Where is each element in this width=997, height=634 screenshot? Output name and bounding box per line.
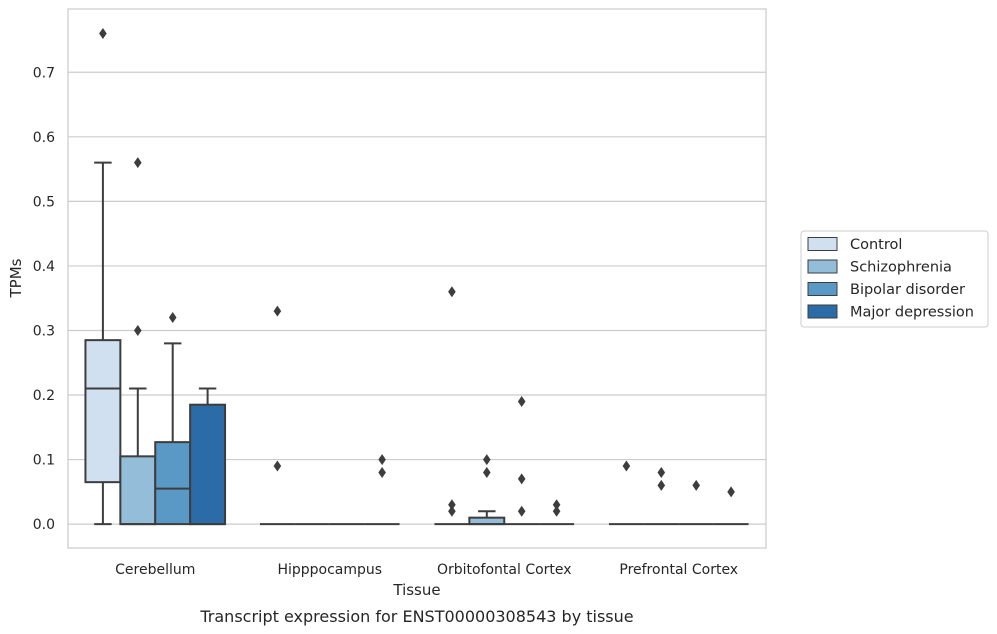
legend-swatch xyxy=(807,304,838,319)
legend: Control Schizophrenia Bipolar disorder Majo… xyxy=(800,230,989,328)
plot-frame xyxy=(67,8,767,549)
legend-swatch xyxy=(807,259,838,274)
box-bipolar-disorder xyxy=(678,479,714,526)
outlier-point xyxy=(378,454,386,466)
box-iqr xyxy=(189,403,227,526)
y-tick-label: 0.0 xyxy=(33,517,55,533)
box-iqr xyxy=(84,339,122,484)
box-iqr xyxy=(154,441,192,526)
outlier-point xyxy=(552,505,561,517)
outlier-point xyxy=(517,473,526,485)
outlier-point xyxy=(552,499,561,511)
y-tick-label: 0.7 xyxy=(33,65,55,81)
box-major-depression xyxy=(364,454,400,526)
box-control xyxy=(608,460,644,526)
outlier-point xyxy=(134,324,142,336)
box-schizophrenia xyxy=(119,157,157,526)
outlier-point xyxy=(622,460,631,472)
box-schizophrenia xyxy=(643,466,679,526)
box-control xyxy=(259,305,295,526)
outlier-point xyxy=(448,499,456,511)
y-tick-label: 0.2 xyxy=(33,388,55,404)
boxes xyxy=(84,28,749,526)
outlier-point xyxy=(657,479,666,491)
legend-label: Schizophrenia xyxy=(850,260,952,276)
outlier-point xyxy=(99,28,107,40)
y-tick-label: 0.1 xyxy=(33,453,55,469)
box-major-depression xyxy=(189,387,227,526)
x-tick-label: Cerebellum xyxy=(115,562,195,578)
outlier-point xyxy=(273,460,282,472)
outlier-point xyxy=(657,466,666,478)
x-axis-label: Tissue xyxy=(392,581,440,599)
box-bipolar-disorder xyxy=(504,395,540,526)
outlier-point xyxy=(448,505,456,517)
x-tick-labels: Cerebellum Hipppocampus Orbitofontal Corte… xyxy=(115,562,738,578)
legend-label: Major depression xyxy=(850,305,974,321)
box-control xyxy=(84,28,122,526)
outlier-point xyxy=(168,312,177,324)
y-tick-labels: 0.0 0.1 0.2 0.3 0.4 0.5 0.6 0.7 xyxy=(33,65,55,533)
box-major-depression xyxy=(539,499,575,526)
chart-caption: Transcript expression for ENST0000030854… xyxy=(199,607,633,626)
x-tick-label: Hipppocampus xyxy=(277,562,382,578)
legend-label: Control xyxy=(850,237,902,253)
box-major-depression xyxy=(713,486,749,526)
outlier-point xyxy=(483,454,491,466)
y-tick-label: 0.5 xyxy=(33,194,55,210)
box-iqr xyxy=(119,455,157,526)
legend-frame xyxy=(800,230,989,328)
outlier-point xyxy=(448,286,456,298)
legend-swatch xyxy=(807,237,838,251)
legend-label: Bipolar disorder xyxy=(850,282,965,298)
outlier-point xyxy=(727,486,735,498)
outlier-point xyxy=(517,505,526,517)
y-tick-label: 0.3 xyxy=(33,323,55,339)
outlier-point xyxy=(134,157,142,169)
y-tick-label: 0.6 xyxy=(33,130,55,146)
box-control xyxy=(434,286,470,526)
outlier-point xyxy=(517,395,526,407)
y-axis-label: TPMs xyxy=(7,258,25,298)
legend-swatch xyxy=(807,282,838,296)
box-bipolar-disorder xyxy=(154,312,192,526)
outlier-point xyxy=(483,466,491,478)
outlier-point xyxy=(378,466,386,478)
x-tick-label: Prefrontal Cortex xyxy=(619,562,738,578)
box-schizophrenia xyxy=(468,454,506,526)
x-tick-label: Orbitofontal Cortex xyxy=(437,562,572,578)
outlier-point xyxy=(692,479,700,491)
y-tick-label: 0.4 xyxy=(33,259,55,275)
outlier-point xyxy=(273,305,282,317)
